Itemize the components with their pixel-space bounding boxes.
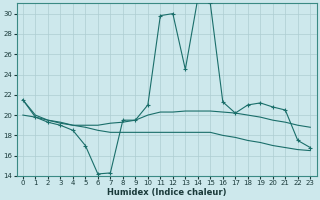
X-axis label: Humidex (Indice chaleur): Humidex (Indice chaleur) xyxy=(107,188,226,197)
